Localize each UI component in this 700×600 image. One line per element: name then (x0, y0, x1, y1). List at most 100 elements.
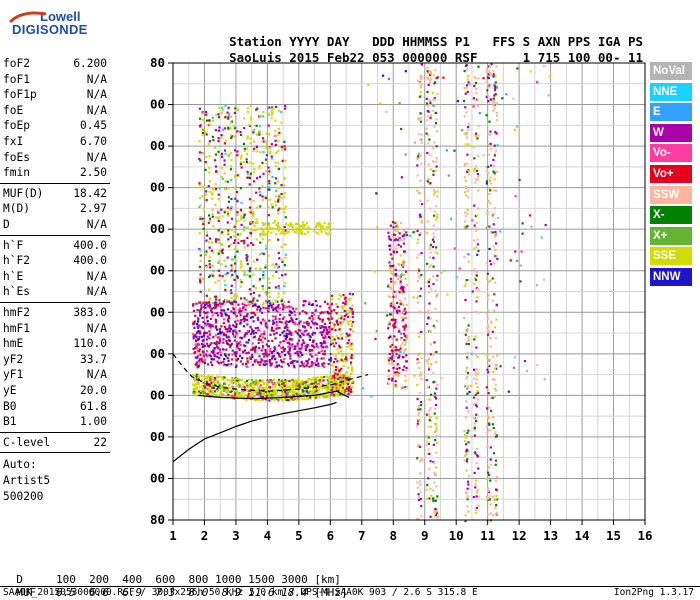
header-label-ps: PS (628, 34, 644, 49)
echo-point (486, 272, 489, 275)
echo-point (211, 116, 214, 119)
echo-point (495, 503, 498, 507)
echo-point (201, 360, 204, 363)
echo-point (464, 298, 467, 302)
echo-point (238, 307, 242, 310)
echo-point (284, 232, 287, 235)
echo-point (259, 339, 262, 342)
echo-point (329, 393, 332, 397)
echo-point (295, 227, 298, 230)
echo-point (191, 333, 195, 336)
param-name: foE (3, 103, 24, 117)
echo-point (440, 271, 443, 275)
echo-point (463, 69, 466, 73)
echo-point (229, 327, 233, 331)
grid-lines (172, 62, 646, 521)
echo-point (204, 380, 207, 383)
echo-point (314, 309, 317, 312)
echo-point (492, 370, 495, 374)
echo-point (311, 390, 314, 393)
echo-point (338, 344, 341, 347)
echo-point (238, 385, 241, 388)
echo-point (475, 495, 478, 498)
echo-point (489, 279, 492, 283)
echo-point (258, 114, 262, 117)
echo-point (287, 306, 290, 309)
echo-point (392, 303, 395, 306)
echo-point (232, 307, 235, 310)
echo-point (218, 129, 221, 132)
echo-point (250, 206, 253, 209)
echo-point (226, 314, 229, 317)
echo-point (323, 395, 326, 398)
echo-point (395, 338, 398, 341)
echo-point (333, 376, 336, 379)
echo-point (388, 362, 391, 365)
echo-point (237, 382, 240, 385)
echo-point (218, 336, 221, 339)
echo-point (254, 267, 258, 270)
echo-point (208, 246, 211, 249)
echo-point (309, 383, 312, 386)
echo-point (204, 193, 207, 196)
echo-point (466, 480, 470, 483)
echo-point (392, 302, 395, 305)
echo-point (427, 280, 431, 284)
echo-point (217, 279, 220, 282)
echo-point (261, 346, 264, 349)
echo-point (305, 364, 308, 367)
echo-point (222, 302, 225, 305)
echo-point (302, 303, 305, 307)
echo-point (402, 318, 405, 321)
echo-point (237, 378, 240, 381)
echo-point (294, 384, 297, 388)
echo-point (265, 293, 268, 296)
echo-point (429, 256, 432, 259)
echo-point (258, 190, 261, 193)
echo-point (243, 394, 246, 397)
echo-point (274, 299, 277, 302)
param-row-hmf1: hmF1 N/A (3, 322, 107, 336)
echo-point (245, 254, 248, 257)
echo-point (223, 259, 226, 262)
echo-point (491, 277, 494, 280)
echo-point (472, 495, 475, 499)
param-value: 20.0 (80, 384, 107, 397)
echo-point (239, 340, 242, 343)
echo-point (436, 190, 439, 193)
echo-point (417, 116, 420, 120)
echo-point (206, 350, 209, 353)
echo-point (263, 332, 266, 336)
echo-point (429, 168, 432, 171)
echo-point (324, 326, 328, 329)
echo-point (249, 105, 252, 108)
echo-point (306, 397, 310, 401)
echo-point (273, 333, 276, 336)
echo-point (248, 176, 251, 180)
echo-point (516, 67, 519, 70)
echo-point (349, 388, 353, 391)
echo-point (394, 247, 397, 250)
echo-point (485, 95, 488, 98)
echo-point (393, 351, 396, 355)
echo-point (398, 276, 401, 279)
echo-point (530, 225, 533, 228)
echo-point (317, 314, 320, 318)
echo-point (207, 142, 210, 145)
echo-point (393, 384, 396, 388)
echo-point (370, 395, 373, 398)
echo-point (487, 331, 490, 334)
echo-point (239, 343, 242, 347)
legend-item-vo: Vo+ (650, 165, 692, 183)
echo-point (218, 187, 221, 190)
echo-point (253, 360, 257, 363)
echo-point (310, 348, 313, 352)
echo-point (334, 386, 338, 389)
echo-point (245, 314, 249, 317)
echo-point (487, 317, 490, 320)
echo-point (492, 212, 495, 215)
echo-point (488, 179, 492, 182)
echo-point (521, 232, 524, 235)
echo-point (434, 438, 437, 442)
echo-point (284, 338, 288, 341)
